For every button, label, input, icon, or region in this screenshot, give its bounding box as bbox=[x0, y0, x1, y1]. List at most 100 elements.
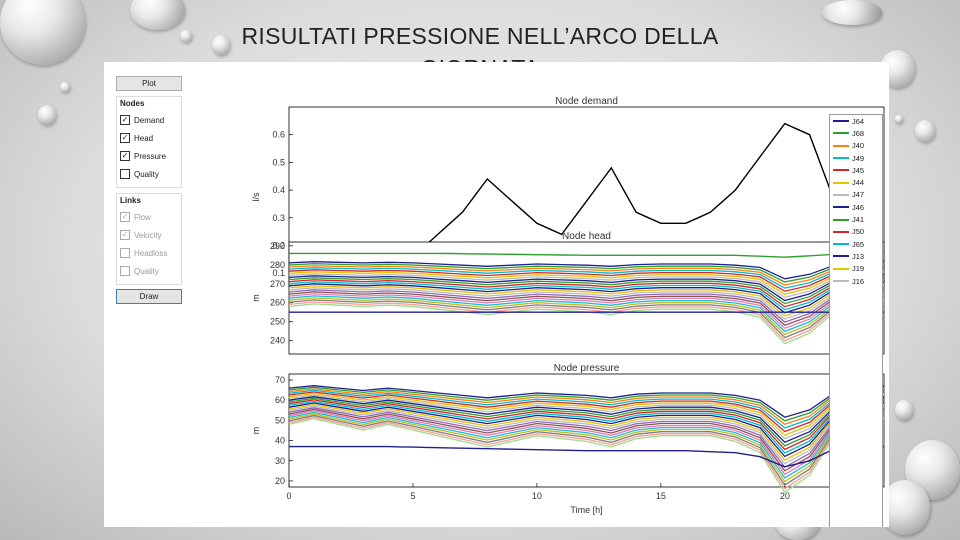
option-label: Head bbox=[134, 133, 154, 143]
legend-swatch bbox=[833, 218, 849, 221]
series-line bbox=[288, 277, 885, 308]
series-line bbox=[288, 290, 885, 330]
series-line bbox=[288, 271, 885, 299]
legend-entry: J64 bbox=[830, 115, 882, 127]
series-line bbox=[288, 402, 885, 458]
series-line bbox=[288, 396, 885, 443]
series-line bbox=[289, 445, 885, 468]
x-tick-label: 15 bbox=[656, 491, 666, 501]
water-drop-decoration bbox=[915, 120, 935, 142]
checkbox-flow[interactable]: ✓ bbox=[120, 212, 130, 222]
y-axis-label: m bbox=[251, 427, 261, 435]
nodes-group: Nodes ✓ Demand ✓ Head ✓ Pressure Quality bbox=[116, 96, 182, 188]
legend-entry: J44 bbox=[830, 176, 882, 188]
links-group: Links ✓ Flow ✓ Velocity Headloss Quality bbox=[116, 193, 182, 285]
water-drop-decoration bbox=[60, 82, 70, 92]
y-tick-label: 240 bbox=[270, 336, 285, 346]
node-option-demand[interactable]: ✓ Demand bbox=[120, 111, 178, 129]
series-line bbox=[288, 408, 885, 472]
plot-button[interactable]: Plot bbox=[116, 76, 182, 91]
checkbox-quality[interactable] bbox=[120, 169, 130, 179]
series-line bbox=[288, 269, 885, 295]
node-option-pressure[interactable]: ✓ Pressure bbox=[120, 147, 178, 165]
legend-label: J47 bbox=[852, 190, 865, 200]
series-line bbox=[288, 400, 885, 454]
legend-swatch bbox=[833, 243, 849, 246]
series-line bbox=[288, 275, 885, 305]
node-option-quality[interactable]: Quality bbox=[120, 165, 178, 183]
series-line bbox=[288, 296, 885, 339]
series-line bbox=[288, 267, 885, 292]
checkbox-demand[interactable]: ✓ bbox=[120, 115, 130, 125]
water-drop-decoration bbox=[895, 400, 913, 420]
series-line bbox=[288, 411, 885, 479]
link-option-headloss[interactable]: Headloss bbox=[120, 244, 178, 262]
y-tick-label: 0.6 bbox=[272, 130, 285, 140]
option-label: Headloss bbox=[134, 248, 168, 258]
series-line bbox=[288, 394, 885, 440]
chart-legend: J64 J68 J40 J49 J45 J44 J47 J46 J41 J50 J65 J13 J19 J… bbox=[829, 114, 883, 527]
legend-entry: J65 bbox=[830, 238, 882, 250]
series-line bbox=[288, 418, 885, 494]
series-line bbox=[288, 283, 885, 317]
series-line bbox=[288, 259, 885, 280]
checkbox-velocity[interactable]: ✓ bbox=[120, 230, 130, 240]
checkbox-headloss[interactable] bbox=[120, 248, 130, 258]
legend-entry: J68 bbox=[830, 127, 882, 139]
legend-label: J64 bbox=[852, 116, 865, 126]
legend-swatch bbox=[833, 230, 849, 233]
legend-swatch bbox=[833, 206, 849, 209]
series-line bbox=[288, 399, 885, 451]
series-line bbox=[288, 285, 885, 320]
series-line bbox=[288, 413, 885, 483]
series-line bbox=[288, 416, 885, 490]
legend-label: J45 bbox=[852, 165, 865, 175]
y-tick-label: 0.4 bbox=[272, 185, 285, 195]
links-group-title: Links bbox=[120, 196, 141, 205]
series-line bbox=[288, 298, 885, 342]
series-line bbox=[288, 410, 885, 476]
legend-label: J13 bbox=[852, 251, 865, 261]
link-option-velocity[interactable]: ✓ Velocity bbox=[120, 226, 178, 244]
legend-entry: J16 bbox=[830, 275, 882, 287]
water-drop-decoration bbox=[822, 0, 882, 25]
link-option-flow[interactable]: ✓ Flow bbox=[120, 208, 178, 226]
plot-options-panel: Plot Nodes ✓ Demand ✓ Head ✓ Pressure Quali… bbox=[116, 76, 182, 304]
nodes-group-title: Nodes bbox=[120, 99, 145, 108]
plot-title: Node demand bbox=[555, 96, 618, 107]
legend-label: J68 bbox=[852, 128, 865, 138]
checkbox-head[interactable]: ✓ bbox=[120, 133, 130, 143]
x-tick-label: 10 bbox=[532, 491, 542, 501]
series-line bbox=[288, 392, 885, 436]
series-line bbox=[288, 391, 885, 433]
draw-button[interactable]: Draw bbox=[116, 289, 182, 304]
legend-entry: J41 bbox=[830, 213, 882, 225]
legend-label: J50 bbox=[852, 227, 865, 237]
series-line bbox=[288, 403, 885, 461]
water-drop-decoration bbox=[0, 0, 85, 65]
checkbox-link-quality[interactable] bbox=[120, 266, 130, 276]
series-line bbox=[288, 405, 885, 465]
legend-label: J46 bbox=[852, 202, 865, 212]
legend-label: J16 bbox=[852, 276, 865, 286]
y-tick-label: 250 bbox=[270, 317, 285, 327]
series-line bbox=[288, 265, 885, 289]
y-tick-label: 0.2 bbox=[272, 240, 285, 250]
checkbox-pressure[interactable]: ✓ bbox=[120, 151, 130, 161]
x-tick-label: 0 bbox=[286, 491, 291, 501]
y-tick-label: 290 bbox=[270, 241, 285, 251]
series-line bbox=[288, 388, 885, 426]
y-tick-label: 70 bbox=[275, 375, 285, 385]
y-tick-label: 0.5 bbox=[272, 157, 285, 167]
link-option-quality[interactable]: Quality bbox=[120, 262, 178, 280]
series-line bbox=[289, 250, 885, 258]
legend-swatch bbox=[833, 193, 849, 196]
option-label: Flow bbox=[134, 212, 151, 222]
legend-entry: J40 bbox=[830, 140, 882, 152]
x-tick-label: 5 bbox=[410, 491, 415, 501]
y-tick-label: 40 bbox=[275, 436, 285, 446]
y-tick-label: 260 bbox=[270, 298, 285, 308]
legend-swatch bbox=[833, 120, 849, 123]
node-option-head[interactable]: ✓ Head bbox=[120, 129, 178, 147]
legend-label: J40 bbox=[852, 141, 865, 151]
